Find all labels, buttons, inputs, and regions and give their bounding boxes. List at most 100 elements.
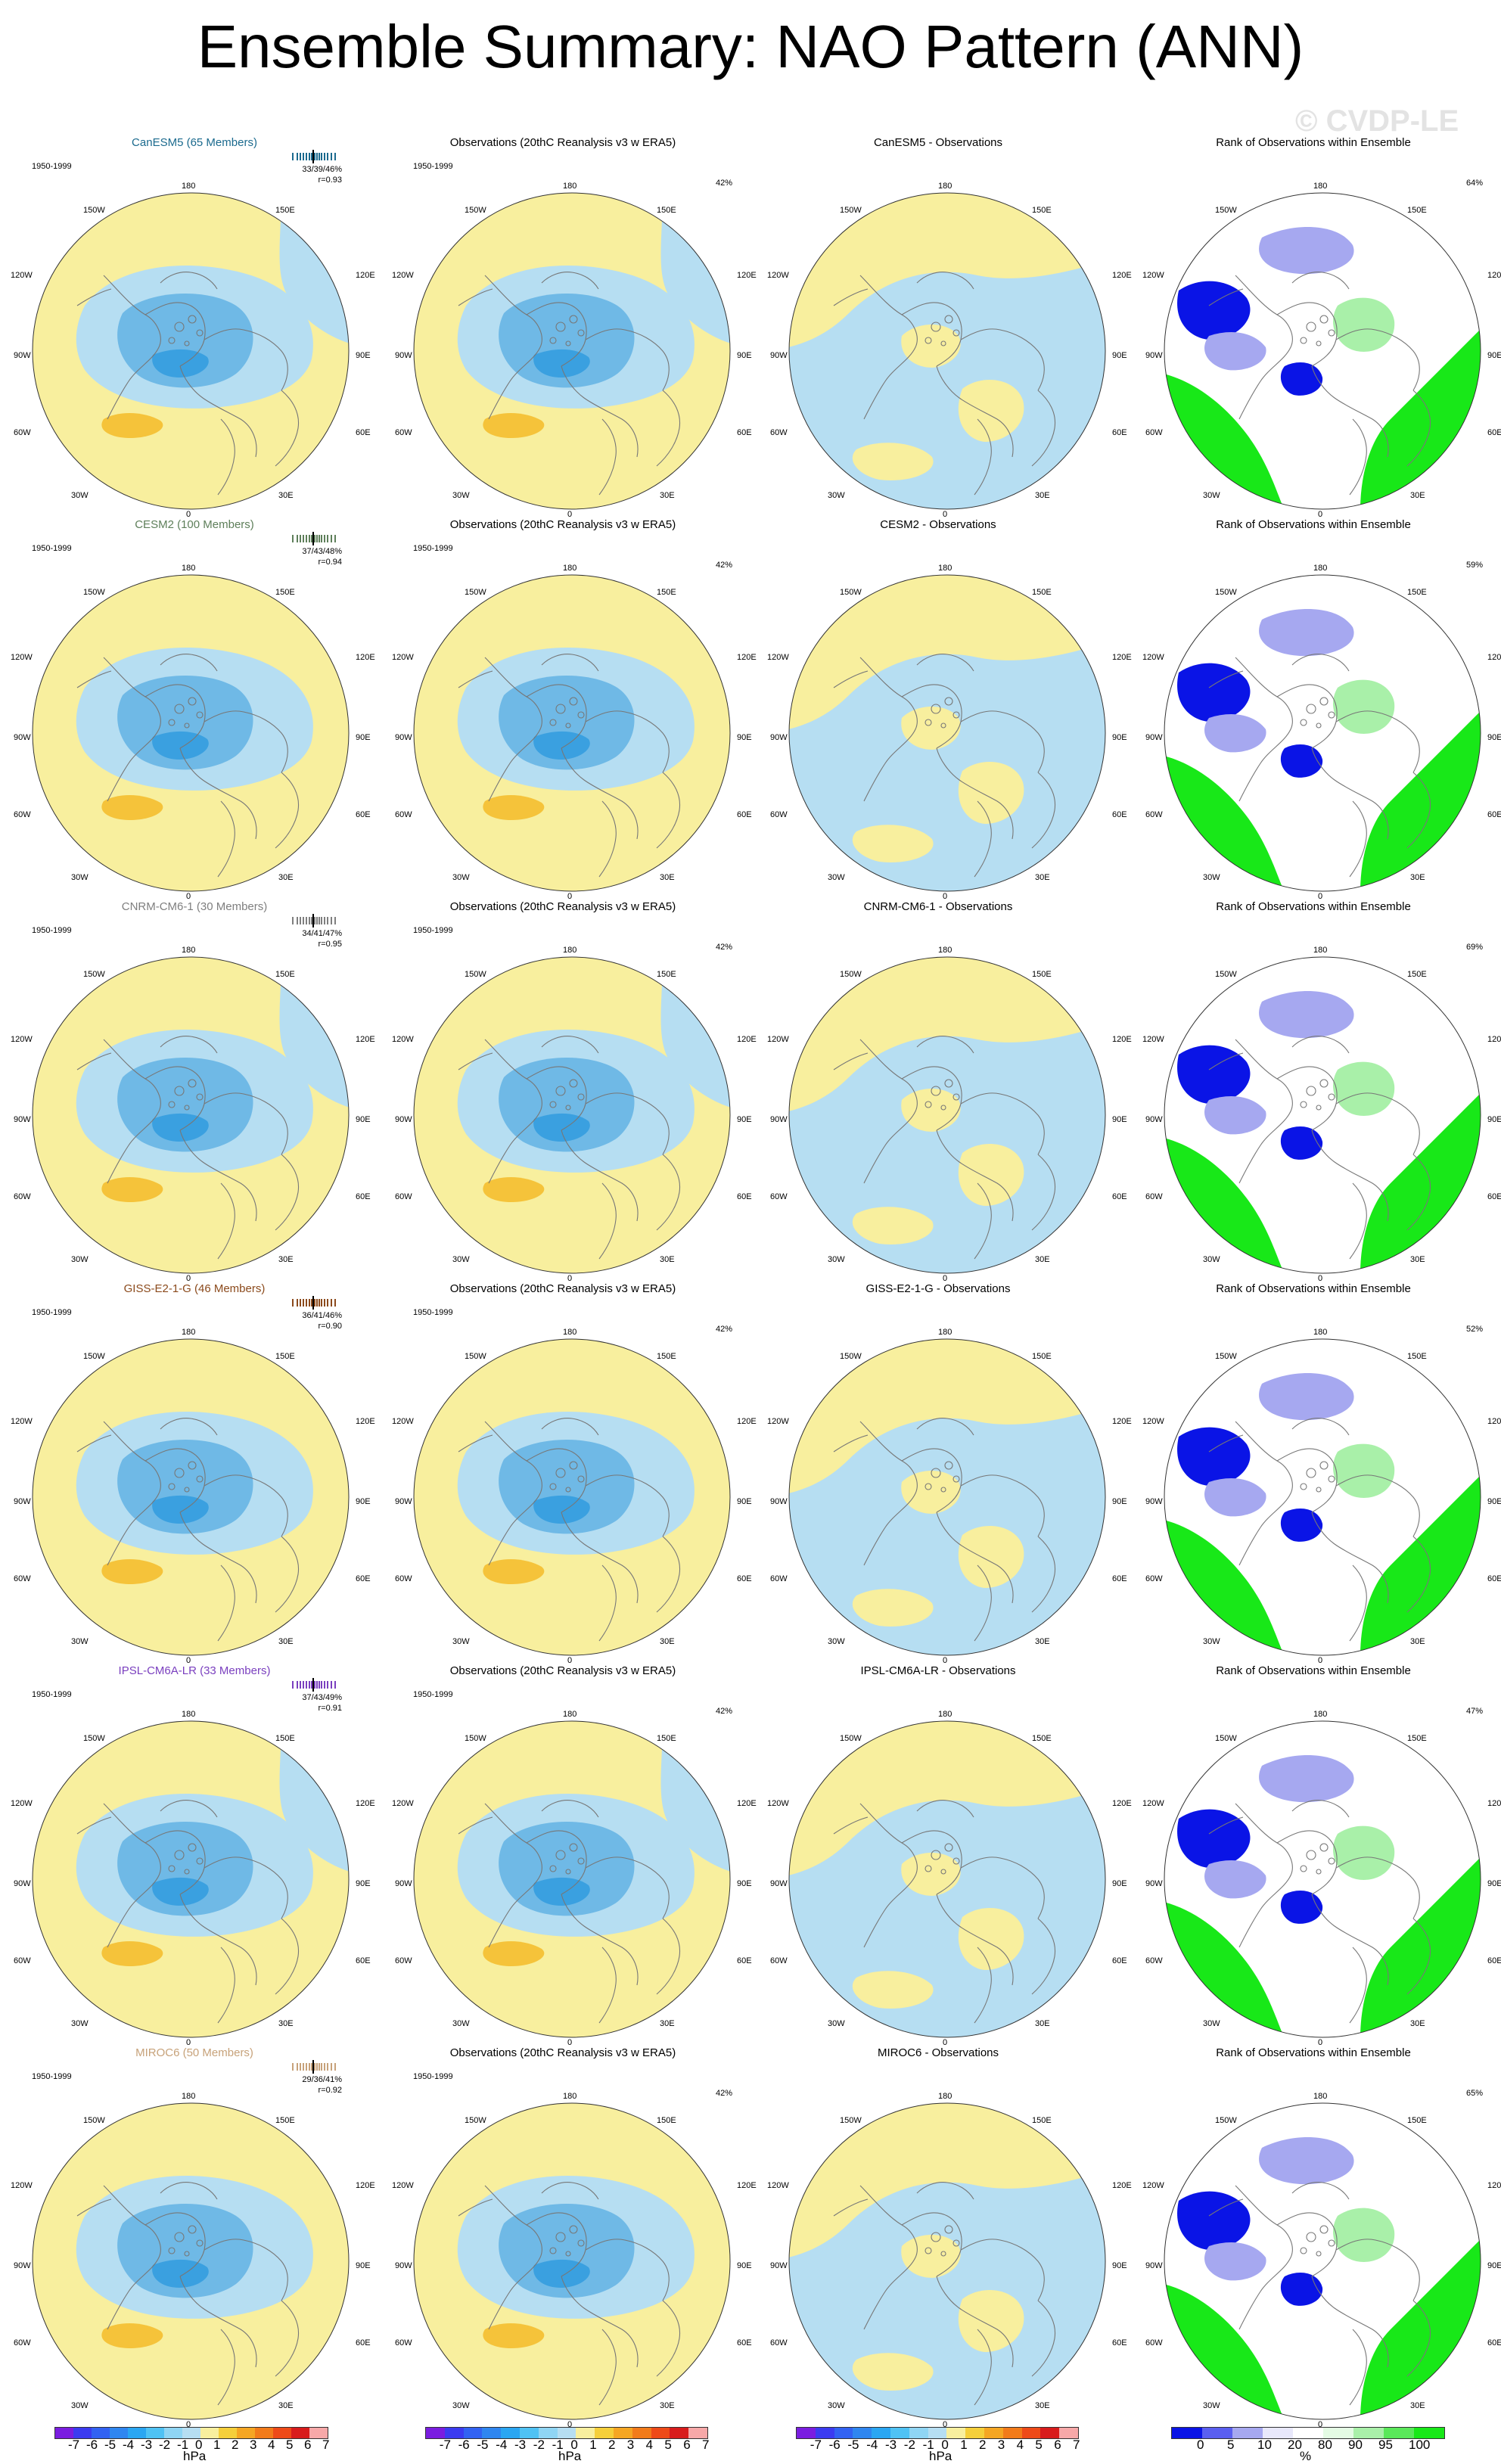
map-boundary [788, 2102, 1106, 2420]
colorbar-tick-label: -7 [68, 2438, 80, 2452]
period-label: 1950-1999 [413, 162, 453, 171]
island-outline [1306, 322, 1316, 332]
coastline-path [217, 1947, 235, 2024]
spread-tick [309, 2063, 310, 2071]
coastline-path [598, 800, 617, 878]
panel-title: Rank of Observations within Ensemble [1216, 1282, 1411, 1295]
longitude-label-l: 90W [395, 2261, 412, 2270]
positive-difference-region [901, 325, 961, 368]
negative-anomaly-core [499, 1057, 635, 1152]
panel-title: Observations (20thC Reanalysis v3 w ERA5… [449, 1282, 676, 1295]
positive-difference-region [852, 1971, 934, 2009]
panel-obs: Observations (20thC Reanalysis v3 w ERA5… [375, 1646, 757, 2047]
panel-rank: Rank of Observations within Ensemble 64% 1… [1126, 118, 1501, 519]
colorbar-segment [1293, 2428, 1323, 2438]
panel-obs: Observations (20thC Reanalysis v3 w ERA5… [375, 2028, 757, 2429]
longitude-label-top: 180 [182, 564, 196, 573]
colorbar-tick-label: -2 [159, 2438, 171, 2452]
panel-rank: Rank of Observations within Ensemble 59% 1… [1126, 500, 1501, 901]
longitude-label-ml: 120W [11, 1799, 33, 1808]
longitude-label-ll: 60W [1145, 810, 1163, 819]
island-outline [940, 1869, 946, 1875]
island-outline [1300, 1101, 1307, 1108]
polar-map-svg [413, 192, 731, 510]
positive-difference-region [901, 707, 961, 750]
spread-tick [297, 153, 298, 160]
coastlines [1208, 1418, 1431, 1642]
coastline-path [526, 1830, 587, 1895]
coastline-path [833, 288, 869, 306]
pattern-percent: 42% [716, 561, 733, 570]
colorbar-tick-label: 7 [1073, 2438, 1080, 2452]
coastline-path [541, 1800, 599, 1818]
polar-map-svg [788, 1338, 1106, 1656]
rank-midlow-region [1204, 1860, 1266, 1899]
longitude-label-bl: 30W [452, 1637, 470, 1646]
coastline-path [1406, 1536, 1431, 1613]
longitude-label-top: 180 [938, 1328, 952, 1337]
field-layer [414, 2103, 730, 2419]
spread-tick [306, 153, 307, 160]
longitude-label-mr: 120E [737, 1035, 757, 1044]
field-layer [789, 575, 1105, 891]
island-outline [952, 711, 960, 719]
island-outline [931, 322, 941, 332]
rank-midlow-region [1204, 714, 1266, 753]
coastline-path [204, 1474, 288, 1537]
longitude-label-bottom: 0 [186, 1656, 191, 1665]
longitude-label-br: 30E [278, 491, 294, 500]
longitude-label-ll: 60W [14, 810, 31, 819]
coastline-path [160, 1418, 218, 1436]
rank-midlow-region [1204, 2242, 1266, 2281]
coastline-path [204, 710, 288, 773]
spread-tick [309, 917, 310, 924]
coastline-path [1031, 772, 1056, 849]
longitude-label-bl: 30W [71, 873, 89, 882]
map-boundary [1164, 574, 1481, 892]
polar-map-svg [1164, 956, 1481, 1274]
longitude-label-bl: 30W [71, 1255, 89, 1264]
rank-midhigh-region [1333, 1443, 1395, 1498]
longitude-label-ll: 60W [395, 1192, 412, 1201]
island-outline [549, 337, 557, 344]
rank-midhigh-region [1333, 679, 1395, 734]
longitude-label-ur: 150E [1407, 1734, 1427, 1743]
polar-map: 180 0 150W 150E 120W 120E 90W 90E 60W 60E 30W 30E [1142, 946, 1501, 1283]
map-boundary [32, 1338, 350, 1656]
longitude-label-r: 90E [737, 1497, 752, 1506]
colorbar-segment [1263, 2428, 1293, 2438]
colorbar-segment [890, 2428, 909, 2438]
longitude-label-mr: 120E [1487, 271, 1501, 280]
spread-tick [297, 917, 298, 924]
polar-map: 180 0 150W 150E 120W 120E 90W 90E 60W 60E 30W 30E [11, 1328, 375, 1665]
longitude-label-top: 180 [938, 2092, 952, 2101]
longitude-label-ul: 150W [465, 1352, 486, 1361]
island-outline [555, 1850, 566, 1860]
panel-rank: Rank of Observations within Ensemble 52% 1… [1126, 1264, 1501, 1665]
colorbar-segment [182, 2428, 200, 2438]
coastline-path [901, 302, 962, 367]
spread-tick [319, 917, 320, 924]
longitude-label-lr: 60E [356, 428, 371, 437]
coastline-path [901, 1830, 962, 1895]
spread-tick [321, 153, 322, 160]
coastline-path [1335, 1092, 1420, 1155]
island-outline [940, 2251, 946, 2257]
longitude-label-ll: 60W [14, 1192, 31, 1201]
island-outline [925, 1483, 932, 1490]
pattern-percent: 47% [1466, 1707, 1484, 1716]
island-outline [925, 719, 932, 726]
island-outline [188, 1461, 197, 1470]
coastline-path [103, 1421, 161, 1566]
longitude-label-bottom: 0 [943, 2420, 948, 2429]
coastline-path [561, 1894, 639, 1986]
colorbar-tick-label: 0 [195, 2438, 203, 2452]
island-outline [952, 2239, 960, 2247]
longitude-label-top: 180 [563, 1328, 577, 1337]
colorbar-segment [984, 2428, 1003, 2438]
rank-low-region [1177, 1427, 1251, 1487]
period-label: 1950-1999 [413, 2072, 453, 2081]
panel-title: Observations (20thC Reanalysis v3 w ERA5… [449, 1664, 676, 1677]
panel-title: CESM2 - Observations [880, 518, 996, 531]
pattern-percent: 42% [716, 179, 733, 188]
